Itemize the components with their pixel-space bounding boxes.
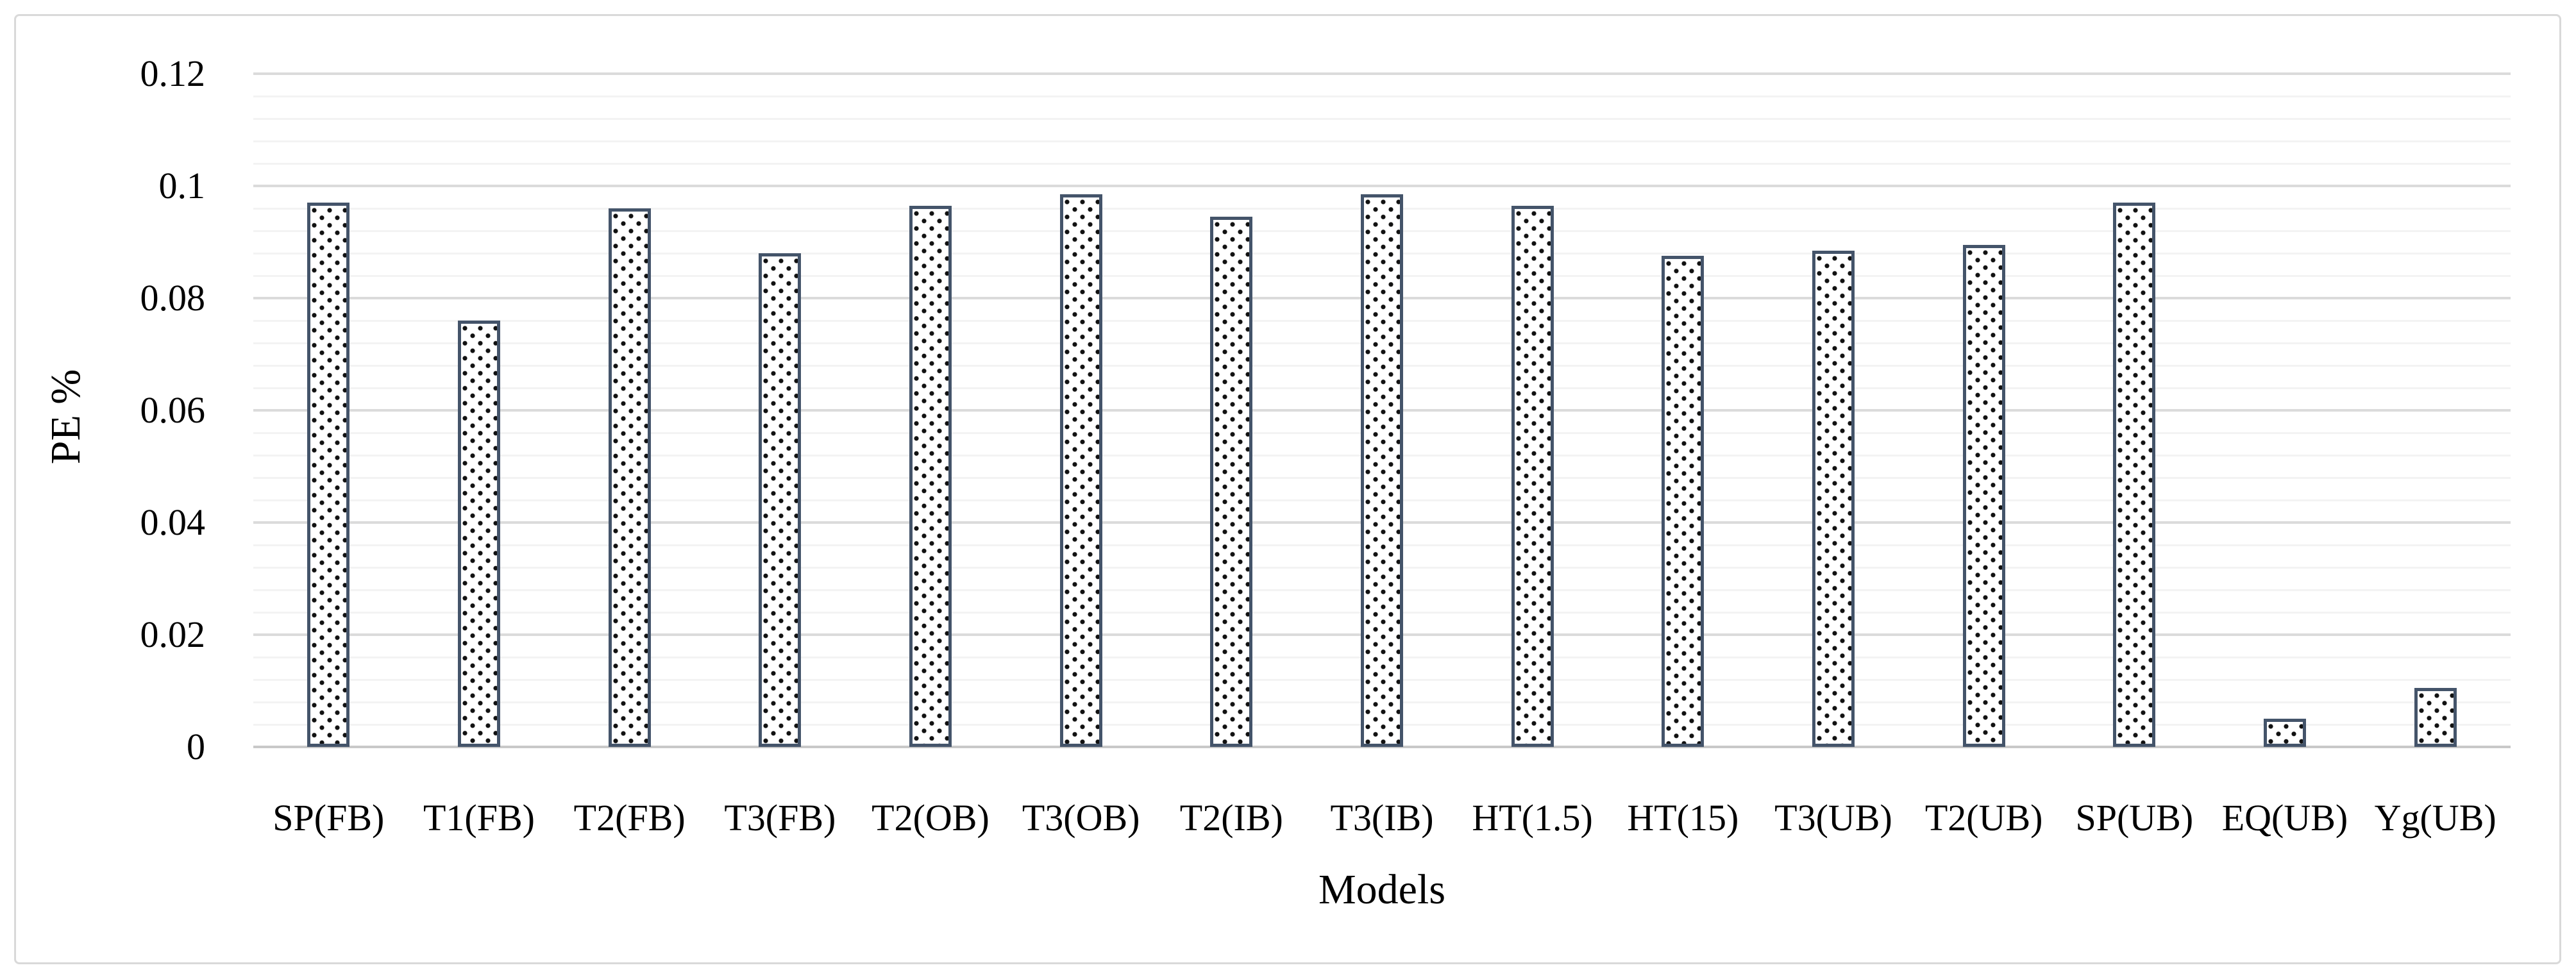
- x-tick-label: T2(IB): [1179, 797, 1283, 839]
- bar-T2(UB): [1962, 244, 2005, 747]
- bar-SP(FB): [307, 203, 350, 747]
- y-tick-label: 0.12: [140, 53, 206, 94]
- gridline-minor: [253, 163, 2511, 165]
- gridline-minor: [253, 140, 2511, 142]
- bar-HT(1.5): [1511, 205, 1554, 747]
- y-tick-label: 0.08: [140, 277, 206, 319]
- x-tick-label: T2(OB): [871, 797, 989, 839]
- y-tick-label: 0.1: [158, 165, 206, 206]
- bar-T3(IB): [1361, 194, 1403, 747]
- bar-T3(UB): [1812, 250, 1855, 747]
- y-tick-label: 0: [187, 726, 205, 767]
- bar-SP(UB): [2113, 203, 2156, 747]
- plot-area: [253, 72, 2511, 748]
- bar-T2(OB): [909, 205, 952, 747]
- gridline-minor: [253, 96, 2511, 97]
- x-tick-label: T3(IB): [1330, 797, 1434, 839]
- x-tick-label: T3(FB): [724, 797, 836, 839]
- y-tick-label: 0.02: [140, 614, 206, 655]
- bar-EQ(UB): [2264, 719, 2306, 747]
- bar-Yg(UB): [2414, 688, 2457, 747]
- x-tick-label: T2(FB): [573, 797, 686, 839]
- bar-T2(FB): [608, 208, 651, 747]
- x-tick-label: T1(FB): [423, 797, 535, 839]
- bar-T3(FB): [759, 253, 802, 747]
- y-tick-label: 0.04: [140, 501, 206, 543]
- x-tick-label: SP(UB): [2075, 797, 2194, 839]
- x-tick-label: T2(UB): [1924, 797, 2043, 839]
- gridline-major: [253, 185, 2511, 187]
- x-tick-label: SP(FB): [273, 797, 385, 839]
- x-tick-label: Yg(UB): [2374, 797, 2496, 839]
- x-tick-label: HT(15): [1627, 797, 1739, 839]
- x-tick-label: T3(UB): [1774, 797, 1892, 839]
- x-tick-label: T3(OB): [1022, 797, 1140, 839]
- x-tick-label: EQ(UB): [2221, 797, 2348, 839]
- x-axis-title: Models: [1318, 866, 1445, 913]
- x-axis-line: [253, 746, 2511, 748]
- bar-T3(OB): [1059, 194, 1102, 747]
- bar-T2(IB): [1210, 217, 1253, 747]
- bar-HT(15): [1662, 256, 1705, 747]
- y-tick-label: 0.06: [140, 389, 206, 431]
- x-tick-label: HT(1.5): [1472, 797, 1593, 839]
- gridline-minor: [253, 118, 2511, 120]
- bar-T1(FB): [458, 321, 500, 747]
- y-axis-title: PE %: [42, 369, 89, 465]
